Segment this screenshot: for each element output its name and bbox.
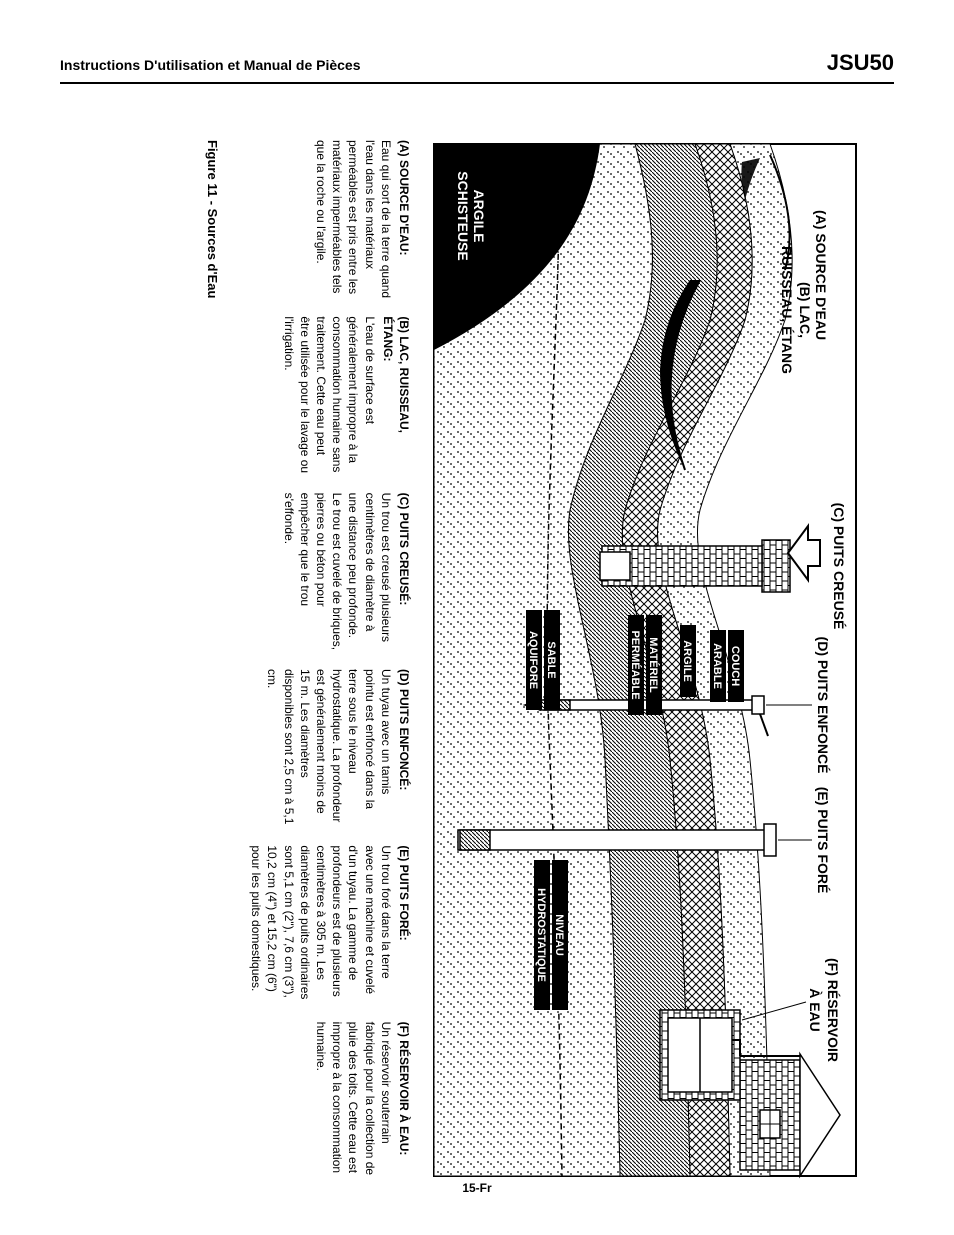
dlabel-sable1: SABLE (545, 641, 557, 678)
dlabel-argile1: ARGILE (471, 190, 487, 243)
col-e: (E) PUITS FORÉ: Un trou foré dans la ter… (248, 845, 412, 1003)
dlabel-f1: (F) RÉSERVOIR (825, 958, 841, 1062)
col-f-title: (F) RÉSERVOIR À EAU: (396, 1022, 412, 1180)
water-sources-diagram: (A) SOURCE D'EAU (B) LAC, RUISSEAU, ÉTAN… (430, 140, 860, 1180)
col-a-body: Eau qui sort de la terre quand l'eau dan… (313, 140, 394, 298)
dlabel-sable2: AQUIFORE (527, 631, 539, 689)
dlabel-b1: (B) LAC, (797, 282, 813, 338)
col-d-title: (D) PUITS ENFONCÉ: (396, 669, 412, 827)
col-c-title: (C) PUITS CREUSÉ: (396, 493, 412, 651)
col-a: (A) SOURCE D'EAU: Eau qui sort de la ter… (248, 140, 412, 298)
dlabel-mat2: PERMÉABLE (629, 630, 642, 699)
dlabel-c: (C) PUITS CREUSÉ (831, 503, 847, 630)
col-c: (C) PUITS CREUSÉ: Un trou est creusé plu… (248, 493, 412, 651)
dlabel-niv2: HYDROSTATIQUE (535, 888, 547, 982)
header-title: Instructions D'utilisation et Manual de … (60, 57, 361, 73)
dlabel-b2: RUISSEAU, ÉTANG (779, 246, 795, 374)
page-footer: 15-Fr (0, 1181, 954, 1195)
description-columns: (A) SOURCE D'EAU: Eau qui sort de la ter… (248, 140, 412, 1180)
col-f: (F) RÉSERVOIR À EAU: Un réservoir souter… (248, 1022, 412, 1180)
col-b-body: L'eau de surface est généralement improp… (281, 316, 378, 474)
rotated-content: (A) SOURCE D'EAU (B) LAC, RUISSEAU, ÉTAN… (100, 140, 860, 1180)
col-a-title: (A) SOURCE D'EAU: (396, 140, 412, 298)
col-c-body: Un trou est creusé plusieurs centimètres… (281, 493, 394, 651)
dlabel-mat1: MATÉRIEL (647, 637, 660, 693)
col-f-body: Un réservoir souterrain fabriqué pour la… (313, 1022, 394, 1180)
dlabel-argile2: SCHISTEUSE (455, 171, 471, 260)
dlabel-a: (A) SOURCE D'EAU (813, 210, 829, 340)
dlabel-d: (D) PUITS ENFONCÉ (815, 637, 831, 774)
col-b: (B) LAC, RUISSEAU, ÉTANG: L'eau de surfa… (248, 316, 412, 474)
dlabel-f2: À EAU (807, 988, 823, 1032)
header-model: JSU50 (827, 50, 894, 76)
col-e-body: Un trou foré dans la terre avec une mach… (248, 845, 394, 1003)
dlabel-argile-mid: ARGILE (681, 640, 693, 682)
figure-caption: Figure 11 - Sources d'Eau (205, 140, 220, 1180)
dlabel-couch: COUCH (729, 646, 741, 686)
col-b-title: (B) LAC, RUISSEAU, ÉTANG: (380, 316, 412, 474)
col-d: (D) PUITS ENFONCÉ: Un tuyau avec un tami… (248, 669, 412, 827)
dlabel-e: (E) PUITS FORÉ (815, 787, 831, 894)
col-e-title: (E) PUITS FORÉ: (396, 845, 412, 1003)
dlabel-arable: ARABLE (711, 643, 723, 689)
dlabel-niv1: NIVEAU (553, 914, 565, 956)
col-d-body: Un tuyau avec un tamis pointu est enfonc… (264, 669, 394, 827)
page-header: Instructions D'utilisation et Manual de … (60, 50, 894, 84)
